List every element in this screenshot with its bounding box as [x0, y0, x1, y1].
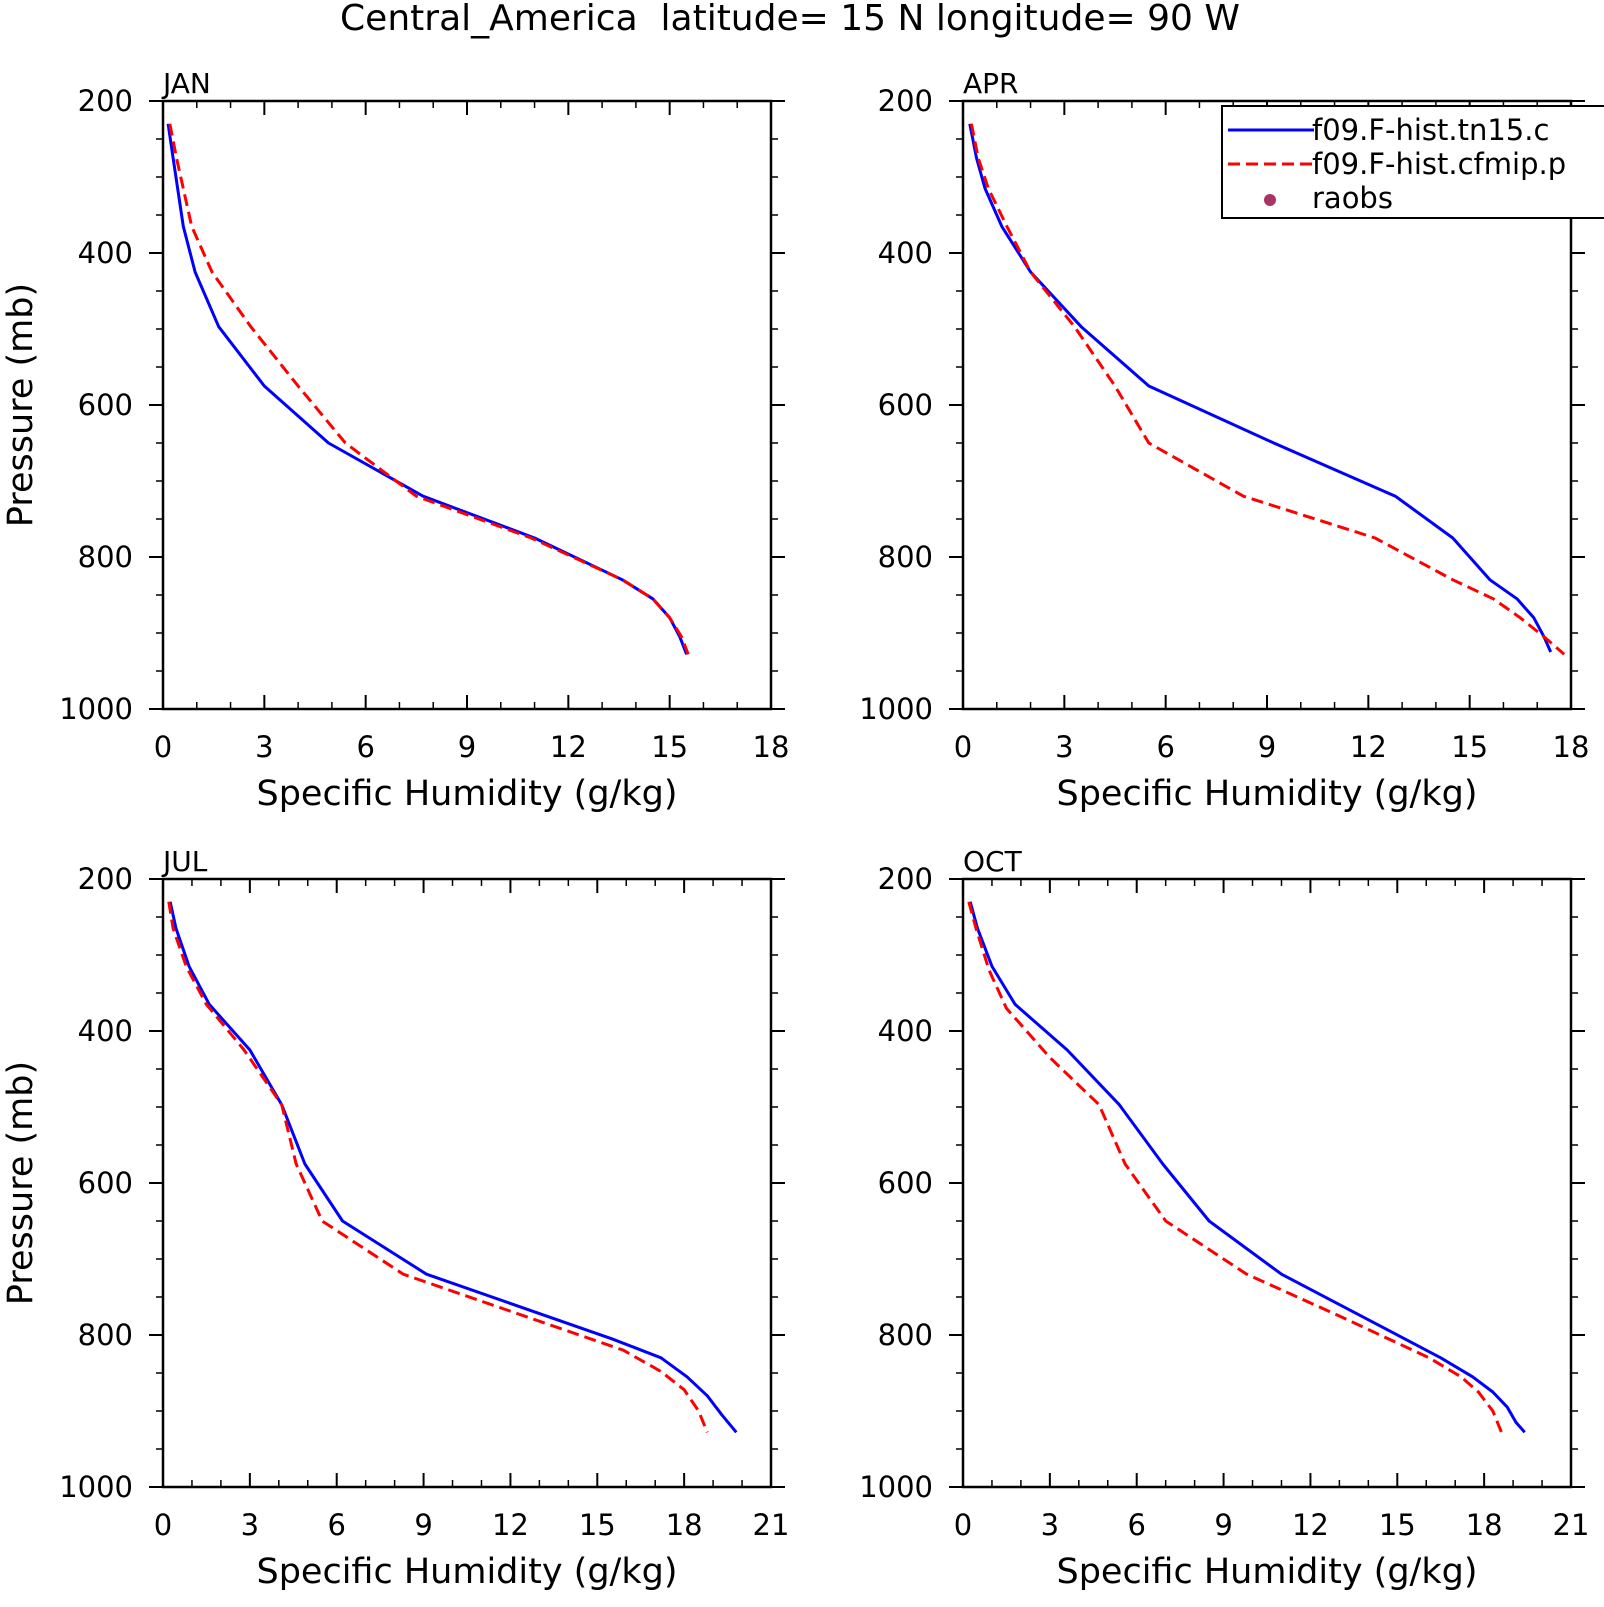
y-tick-label: 400 [878, 236, 933, 270]
x-tick-label: 15 [651, 730, 688, 764]
series-line-cfmip [168, 123, 690, 655]
x-tick-label: 6 [356, 730, 374, 764]
x-tick-label: 0 [154, 1508, 172, 1542]
x-tick-label: 15 [1451, 730, 1488, 764]
x-tick-label: 6 [327, 1508, 345, 1542]
x-tick-label: 9 [1258, 730, 1276, 764]
x-tick-label: 3 [1041, 1508, 1059, 1542]
legend-box [1221, 105, 1604, 219]
panel-apr: 0 3 6 9 12 15 18 200 400 600 800 1000 APR Specific Hu… [859, 67, 1589, 814]
y-tick-label: 600 [78, 388, 133, 422]
plot-frame [161, 877, 773, 1489]
x-axis-title: Specific Humidity (g/kg) [1057, 1552, 1478, 1592]
x-axis-title: Specific Humidity (g/kg) [257, 774, 678, 814]
x-tick-label: 6 [1156, 730, 1174, 764]
series-line-cfmip [969, 123, 1566, 656]
x-axis-title: Specific Humidity (g/kg) [1057, 774, 1478, 814]
y-axis-title: Pressure (mb) [1, 1061, 41, 1305]
legend-label: f09.F-hist.cfmip.p [1312, 147, 1566, 181]
x-axis-title: Specific Humidity (g/kg) [257, 1552, 678, 1592]
panel-label: JUL [161, 845, 208, 878]
y-tick-label: 200 [78, 862, 133, 896]
x-tick-label: 15 [1379, 1508, 1416, 1542]
y-tick-label: 1000 [859, 1470, 933, 1504]
panel-label: OCT [963, 845, 1023, 878]
x-tick-label: 9 [458, 730, 476, 764]
x-tick-label: 9 [414, 1508, 432, 1542]
y-tick-label: 1000 [59, 1470, 133, 1504]
y-axis-title: Pressure (mb) [1, 283, 41, 527]
x-tick-label: 18 [666, 1508, 703, 1542]
x-tick-label: 12 [1292, 1508, 1329, 1542]
x-tick-label: 3 [241, 1508, 259, 1542]
series-line-tn15 [968, 901, 1526, 1434]
y-tick-label: 600 [878, 388, 933, 422]
y-tick-label: 800 [878, 540, 933, 574]
y-tick-label: 200 [78, 84, 133, 118]
x-tick-label: 3 [255, 730, 273, 764]
chart-title: Central_America latitude= 15 N longitude… [340, 0, 1240, 39]
legend-marker-raobs [1264, 194, 1276, 206]
y-tick-label: 1000 [59, 692, 133, 726]
x-tick-label: 12 [1350, 730, 1387, 764]
series-line-cfmip [967, 901, 1503, 1433]
x-tick-label: 9 [1214, 1508, 1232, 1542]
y-tick-label: 600 [878, 1166, 933, 1200]
y-tick-label: 400 [78, 236, 133, 270]
series-line-tn15 [968, 123, 1553, 653]
legend-label: f09.F-hist.tn15.c [1312, 113, 1549, 147]
legend-label: raobs [1312, 181, 1393, 215]
y-tick-label: 400 [78, 1014, 133, 1048]
x-tick-label: 18 [1466, 1508, 1503, 1542]
x-tick-label: 0 [954, 730, 972, 764]
x-tick-label: 12 [550, 730, 587, 764]
y-tick-label: 200 [878, 862, 933, 896]
y-tick-label: 600 [78, 1166, 133, 1200]
x-tick-label: 21 [753, 1508, 790, 1542]
panel-oct: 0 3 6 9 12 15 18 21 200 400 600 800 1000 OCT Specific … [859, 845, 1589, 1592]
y-tick-label: 400 [878, 1014, 933, 1048]
panel-jul: 0 3 6 9 12 15 18 21 200 400 600 800 1000 JUL Specific … [1, 845, 789, 1592]
series-line-tn15 [168, 901, 738, 1434]
y-tick-label: 800 [878, 1318, 933, 1352]
y-tick-label: 800 [78, 540, 133, 574]
x-tick-label: 21 [1553, 1508, 1590, 1542]
x-tick-label: 18 [1553, 730, 1590, 764]
x-tick-label: 15 [579, 1508, 616, 1542]
x-tick-label: 12 [492, 1508, 529, 1542]
y-tick-label: 200 [878, 84, 933, 118]
y-tick-label: 800 [78, 1318, 133, 1352]
panel-jan: 0 3 6 9 12 15 18 200 400 600 800 1000 JAN Specific Hu… [1, 67, 789, 814]
x-tick-label: 18 [753, 730, 790, 764]
plot-frame [161, 99, 773, 711]
x-tick-label: 6 [1127, 1508, 1145, 1542]
panel-label: APR [963, 67, 1019, 100]
y-tick-label: 1000 [859, 692, 933, 726]
x-tick-label: 0 [154, 730, 172, 764]
panel-label: JAN [161, 67, 211, 100]
x-tick-label: 0 [954, 1508, 972, 1542]
series-line-cfmip [167, 901, 709, 1433]
x-tick-label: 3 [1055, 730, 1073, 764]
